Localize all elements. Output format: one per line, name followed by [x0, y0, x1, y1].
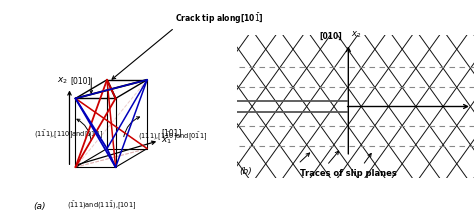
Text: [010]: [010] [320, 32, 343, 40]
Text: $x_2$: $x_2$ [351, 30, 362, 40]
Text: Crack tip along[10$\bar{1}$]: Crack tip along[10$\bar{1}$] [174, 11, 264, 26]
Text: [101]: [101] [161, 128, 182, 137]
Text: $(\bar{1}11)$and$(11\bar{1})$,[101]: $(\bar{1}11)$and$(11\bar{1})$,[101] [66, 199, 136, 211]
Text: Traces of slip planes: Traces of slip planes [300, 169, 397, 178]
Text: (111),[$1\bar{1}0$]and[$0\bar{1}1$]: (111),[$1\bar{1}0$]and[$0\bar{1}1$] [138, 130, 207, 142]
Text: $x_2$: $x_2$ [57, 75, 68, 86]
Text: [010]: [010] [71, 77, 91, 86]
Text: $(1\bar{1}1)$,[110]and[011]: $(1\bar{1}1)$,[110]and[011] [34, 128, 103, 140]
Text: (b): (b) [239, 167, 252, 176]
Text: $x_1$: $x_1$ [161, 135, 172, 146]
Text: (a): (a) [34, 202, 46, 211]
